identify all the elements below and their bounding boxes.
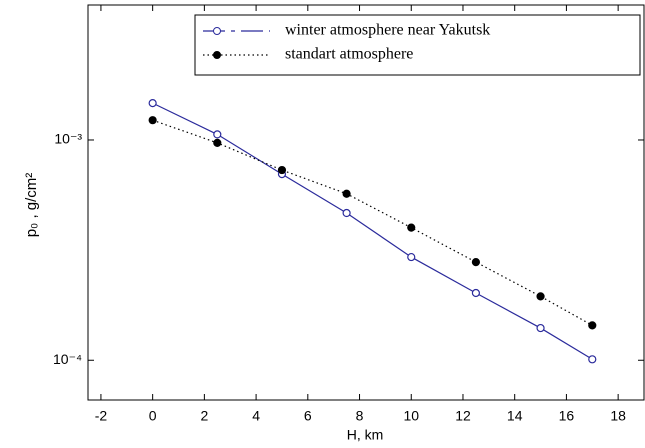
x-tick-label: 10 bbox=[403, 408, 419, 424]
data-point bbox=[407, 223, 416, 232]
y-axis-label: p₀ , g/cm² bbox=[23, 173, 40, 238]
x-tick-label: 8 bbox=[356, 408, 364, 424]
data-point bbox=[148, 116, 157, 125]
x-tick-label: 14 bbox=[507, 408, 523, 424]
data-point bbox=[277, 165, 287, 175]
legend-marker bbox=[213, 51, 221, 59]
x-tick-label: 18 bbox=[610, 408, 626, 424]
series-line bbox=[152, 102, 593, 360]
series-line bbox=[152, 119, 593, 326]
y-tick-label: 10⁻⁴ bbox=[53, 351, 82, 367]
data-point bbox=[536, 292, 545, 301]
x-axis-label: H, km bbox=[347, 427, 384, 443]
x-tick-label: 6 bbox=[304, 408, 312, 424]
legend-box bbox=[194, 14, 641, 76]
x-tick-label: 12 bbox=[455, 408, 471, 424]
data-point bbox=[588, 355, 597, 364]
legend-label: winter atmosphere near Yakutsk bbox=[285, 22, 490, 39]
x-tick-label: -2 bbox=[95, 408, 108, 424]
x-tick-label: 16 bbox=[559, 408, 575, 424]
plot-frame bbox=[87, 4, 645, 401]
data-point bbox=[588, 321, 597, 330]
data-point bbox=[148, 99, 157, 108]
data-point bbox=[471, 257, 481, 267]
x-tick-label: 4 bbox=[252, 408, 260, 424]
data-point bbox=[342, 189, 351, 198]
legend-label: standart atmosphere bbox=[285, 46, 413, 63]
data-point bbox=[342, 208, 351, 218]
data-point bbox=[213, 130, 222, 139]
x-tick-label: 0 bbox=[149, 408, 157, 424]
data-point bbox=[471, 288, 481, 298]
legend-marker bbox=[213, 27, 221, 35]
data-point bbox=[407, 252, 416, 262]
y-tick-label: 10⁻³ bbox=[54, 131, 82, 147]
data-point bbox=[536, 323, 545, 333]
x-tick-label: 2 bbox=[200, 408, 208, 424]
data-point bbox=[213, 138, 222, 147]
